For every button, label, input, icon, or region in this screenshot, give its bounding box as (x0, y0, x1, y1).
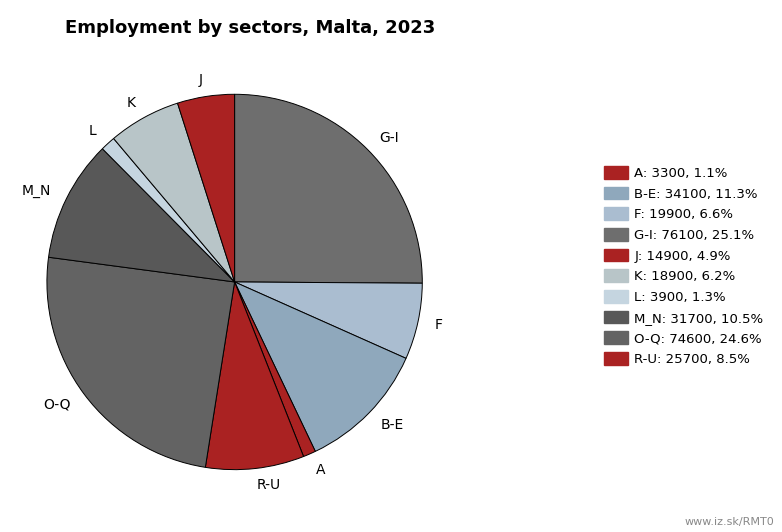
Text: Employment by sectors, Malta, 2023: Employment by sectors, Malta, 2023 (65, 19, 436, 37)
Legend: A: 3300, 1.1%, B-E: 34100, 11.3%, F: 19900, 6.6%, G-I: 76100, 25.1%, J: 14900, 4: A: 3300, 1.1%, B-E: 34100, 11.3%, F: 199… (601, 162, 768, 370)
Text: R-U: R-U (257, 478, 282, 492)
Text: K: K (127, 96, 135, 110)
Wedge shape (113, 103, 235, 282)
Text: A: A (316, 462, 326, 477)
Text: J: J (199, 73, 203, 87)
Wedge shape (102, 138, 235, 282)
Wedge shape (47, 257, 235, 467)
Text: F: F (435, 318, 443, 332)
Text: www.iz.sk/RMT0: www.iz.sk/RMT0 (684, 517, 774, 527)
Wedge shape (235, 282, 422, 359)
Text: O-Q: O-Q (43, 397, 70, 411)
Text: G-I: G-I (380, 131, 400, 145)
Wedge shape (48, 149, 235, 282)
Text: B-E: B-E (381, 418, 404, 432)
Wedge shape (235, 282, 406, 451)
Wedge shape (235, 94, 422, 283)
Text: L: L (88, 124, 96, 138)
Text: M_N: M_N (22, 184, 52, 198)
Wedge shape (206, 282, 303, 470)
Wedge shape (178, 94, 235, 282)
Wedge shape (235, 282, 315, 456)
